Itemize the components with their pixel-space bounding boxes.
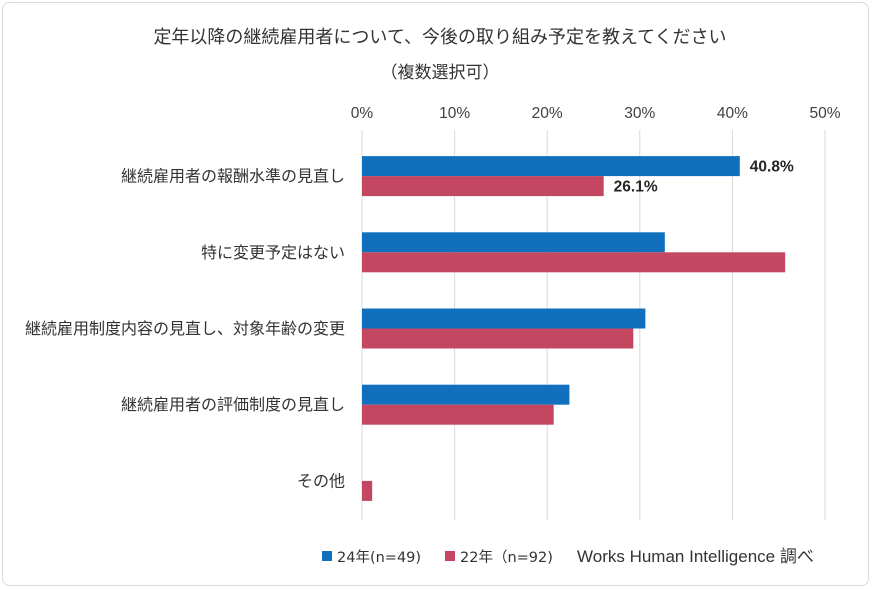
y-axis-category-labels: 継続雇用者の報酬水準の見直し特に変更予定はない継続雇用制度内容の見直し、対象年齢… bbox=[25, 167, 345, 491]
legend: 24年(n=49) 22年（n=92) bbox=[322, 549, 553, 566]
bar-series-1 bbox=[362, 384, 570, 405]
category-label: 継続雇用者の評価制度の見直し bbox=[121, 395, 345, 414]
data-label: 26.1% bbox=[614, 179, 658, 196]
bar-series-1 bbox=[362, 308, 646, 329]
bar-series-2 bbox=[362, 176, 604, 197]
x-tick-label: 20% bbox=[532, 105, 563, 122]
legend-swatch-series-1 bbox=[322, 551, 332, 561]
x-tick-label: 10% bbox=[439, 105, 470, 122]
category-label: 継続雇用制度内容の見直し、対象年齢の変更 bbox=[25, 319, 345, 338]
legend-swatch-series-2 bbox=[445, 551, 455, 561]
source-note: Works Human Intelligence 調べ bbox=[577, 547, 814, 566]
bar-series-1 bbox=[362, 232, 665, 253]
bar-series-2 bbox=[362, 480, 373, 501]
x-tick-label: 40% bbox=[717, 105, 748, 122]
legend-label-series-1: 24年(n=49) bbox=[337, 549, 421, 566]
x-axis-tick-labels: 0% 10% 20% 30% 40% 50% bbox=[351, 105, 841, 122]
chart-title: 定年以降の継続雇用者について、今後の取り組み予定を教えてください bbox=[153, 27, 726, 48]
bar-series-2 bbox=[362, 252, 786, 273]
x-tick-label: 0% bbox=[351, 105, 374, 122]
bar-series-1 bbox=[362, 156, 740, 177]
data-label: 40.8% bbox=[750, 159, 794, 176]
x-tick-label: 50% bbox=[809, 105, 840, 122]
legend-label-series-2: 22年（n=92) bbox=[460, 549, 553, 566]
x-tick-label: 30% bbox=[624, 105, 655, 122]
bars bbox=[362, 156, 786, 501]
chart-subtitle: （複数選択可） bbox=[381, 63, 500, 83]
bar-series-2 bbox=[362, 328, 634, 349]
category-label: 特に変更予定はない bbox=[201, 243, 345, 262]
category-label: 継続雇用者の報酬水準の見直し bbox=[121, 167, 345, 186]
chart-frame bbox=[2, 2, 869, 586]
bar-series-2 bbox=[362, 404, 554, 425]
category-label: その他 bbox=[297, 471, 345, 490]
data-labels: 40.8% 26.1% bbox=[614, 159, 794, 196]
